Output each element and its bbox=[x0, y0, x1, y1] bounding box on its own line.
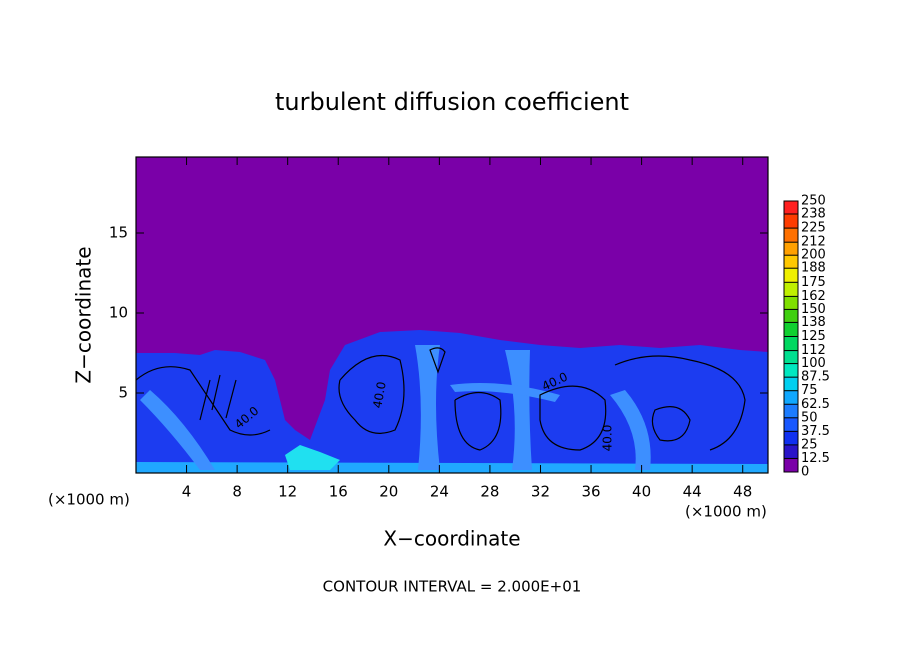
colorbar-label: 175 bbox=[801, 275, 826, 290]
colorbar-band bbox=[784, 201, 798, 215]
y-tick-label: 5 bbox=[118, 384, 128, 402]
y-axis-label: Z−coordinate bbox=[72, 246, 96, 383]
colorbar-band bbox=[784, 444, 798, 459]
contour-label: 40.0 bbox=[370, 381, 388, 410]
colorbar-label: 37.5 bbox=[801, 424, 830, 439]
colorbar-label: 12.5 bbox=[801, 451, 830, 466]
colorbar-band bbox=[784, 350, 798, 364]
colorbar-label: 150 bbox=[801, 302, 826, 317]
x-tick-label: 24 bbox=[430, 483, 449, 501]
plot-frame bbox=[135, 156, 769, 474]
colorbar-band bbox=[784, 404, 798, 418]
x-tick-label: 40 bbox=[632, 483, 651, 501]
field-region bbox=[415, 345, 440, 470]
x-tick-label: 32 bbox=[531, 483, 550, 501]
colorbar-label: 212 bbox=[801, 235, 826, 250]
colorbar-label: 162 bbox=[801, 289, 826, 304]
colorbar-label: 188 bbox=[801, 261, 826, 276]
colorbar-label: 138 bbox=[801, 315, 826, 330]
y-tick-label: 15 bbox=[109, 224, 128, 242]
x-tick-label: 20 bbox=[379, 483, 398, 501]
contour-lines bbox=[135, 347, 746, 451]
field bbox=[135, 157, 768, 473]
colorbar-band bbox=[784, 296, 798, 310]
colorbar-band bbox=[784, 309, 798, 323]
chart-title: turbulent diffusion coefficient bbox=[275, 88, 629, 116]
x-unit-label: (×1000 m) bbox=[685, 503, 767, 521]
colorbar-label: 100 bbox=[801, 356, 826, 371]
colorbar-band bbox=[784, 214, 798, 229]
colorbar-band bbox=[784, 390, 798, 405]
colorbar-label: 62.5 bbox=[801, 397, 830, 412]
field-region bbox=[136, 330, 768, 473]
y-tick-label: 10 bbox=[109, 304, 128, 322]
colorbar-label: 50 bbox=[801, 410, 818, 425]
colorbar-label: 250 bbox=[801, 194, 826, 209]
colorbar-band bbox=[784, 417, 798, 432]
y-unit-label: (×1000 m) bbox=[48, 491, 130, 509]
x-tick-label: 4 bbox=[182, 483, 192, 501]
colorbar-band bbox=[784, 268, 798, 283]
field-region bbox=[285, 445, 340, 470]
field-region bbox=[505, 350, 532, 470]
field-region bbox=[140, 390, 215, 470]
colorbar-label: 87.5 bbox=[801, 370, 830, 385]
colorbar-band bbox=[784, 431, 798, 445]
x-tick-label: 36 bbox=[581, 483, 600, 501]
field-region bbox=[610, 390, 651, 470]
colorbar-band bbox=[784, 377, 798, 391]
x-axis-label: X−coordinate bbox=[383, 527, 520, 551]
colorbar-label: 25 bbox=[801, 437, 818, 452]
colorbar-band bbox=[784, 228, 798, 243]
x-tick-label: 28 bbox=[480, 483, 499, 501]
x-tick-label: 12 bbox=[278, 483, 297, 501]
contour-label: 40.0 bbox=[601, 425, 615, 452]
colorbar-label: 75 bbox=[801, 383, 818, 398]
colorbar-band bbox=[784, 336, 798, 351]
colorbar-label: 0 bbox=[801, 465, 809, 480]
field-region bbox=[450, 382, 560, 402]
colorbar-band bbox=[784, 363, 798, 378]
colorbar-band bbox=[784, 242, 798, 256]
colorbar-label: 112 bbox=[801, 343, 826, 358]
x-tick-label: 16 bbox=[329, 483, 348, 501]
x-tick-label: 44 bbox=[683, 483, 702, 501]
colorbar-label: 238 bbox=[801, 207, 826, 222]
colorbar-band bbox=[784, 282, 798, 297]
colorbar-label: 125 bbox=[801, 329, 826, 344]
x-tick-label: 8 bbox=[232, 483, 242, 501]
colorbar-label: 225 bbox=[801, 221, 826, 236]
colorbar-band bbox=[784, 458, 798, 472]
x-tick-label: 48 bbox=[733, 483, 752, 501]
colorbar-label: 200 bbox=[801, 248, 826, 263]
contour-interval: CONTOUR INTERVAL = 2.000E+01 bbox=[323, 578, 582, 596]
colorbar-band bbox=[784, 255, 798, 269]
colorbar-band bbox=[784, 322, 798, 337]
